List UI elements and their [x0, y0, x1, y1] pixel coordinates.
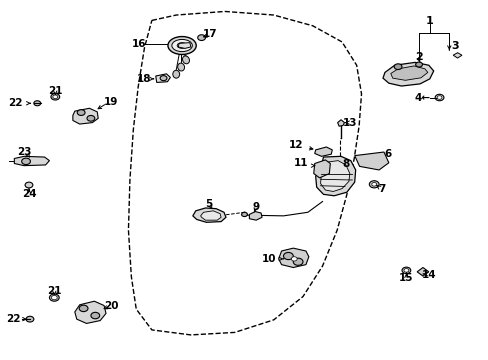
Text: 17: 17	[203, 29, 217, 39]
Polygon shape	[416, 267, 428, 276]
Text: 21: 21	[47, 286, 61, 296]
Polygon shape	[382, 62, 433, 86]
Circle shape	[53, 95, 58, 99]
Text: 3: 3	[450, 41, 458, 50]
Polygon shape	[313, 160, 330, 178]
Polygon shape	[320, 161, 349, 192]
Circle shape	[51, 296, 57, 300]
Text: 1: 1	[425, 16, 433, 26]
Ellipse shape	[182, 56, 189, 64]
Circle shape	[26, 316, 34, 322]
Ellipse shape	[177, 42, 186, 48]
Circle shape	[197, 35, 205, 41]
Polygon shape	[354, 152, 388, 170]
Text: 18: 18	[137, 74, 151, 84]
Circle shape	[403, 269, 408, 272]
Text: 9: 9	[252, 202, 259, 212]
Text: 22: 22	[8, 98, 22, 108]
Polygon shape	[14, 156, 49, 166]
Polygon shape	[278, 248, 308, 267]
Text: 2: 2	[414, 52, 422, 62]
Circle shape	[21, 158, 30, 165]
Text: 15: 15	[398, 273, 413, 283]
Polygon shape	[337, 120, 344, 126]
Text: 4←: 4←	[413, 93, 429, 103]
Text: 14: 14	[421, 270, 435, 280]
Circle shape	[77, 110, 85, 116]
Circle shape	[371, 183, 376, 186]
Polygon shape	[75, 301, 106, 323]
Circle shape	[293, 258, 303, 265]
Circle shape	[91, 312, 100, 319]
Circle shape	[34, 101, 41, 106]
Text: 12: 12	[288, 140, 303, 150]
Text: 23: 23	[17, 147, 31, 157]
Ellipse shape	[167, 37, 196, 54]
Text: 7: 7	[378, 184, 385, 194]
Circle shape	[241, 212, 247, 217]
Polygon shape	[156, 74, 170, 82]
Circle shape	[25, 182, 33, 188]
Polygon shape	[390, 66, 427, 80]
Polygon shape	[192, 208, 225, 222]
Text: 5: 5	[204, 199, 212, 209]
Circle shape	[87, 116, 95, 121]
Ellipse shape	[171, 40, 192, 51]
Polygon shape	[178, 42, 190, 48]
Ellipse shape	[172, 70, 179, 78]
Circle shape	[434, 94, 443, 101]
Circle shape	[415, 62, 422, 67]
Polygon shape	[315, 156, 355, 196]
Text: 8: 8	[342, 158, 349, 168]
Text: 6: 6	[384, 149, 391, 159]
Text: 10: 10	[262, 254, 276, 264]
Circle shape	[401, 267, 410, 274]
Circle shape	[51, 94, 60, 100]
Polygon shape	[249, 212, 262, 220]
Text: 21: 21	[48, 86, 62, 96]
Polygon shape	[200, 211, 221, 220]
Text: 16: 16	[132, 39, 146, 49]
Circle shape	[291, 257, 297, 261]
Text: 11: 11	[293, 158, 307, 168]
Text: 13: 13	[342, 118, 356, 128]
Polygon shape	[73, 108, 98, 124]
Circle shape	[79, 305, 88, 312]
Text: 24: 24	[21, 189, 36, 199]
Polygon shape	[452, 53, 461, 58]
Text: 20: 20	[104, 301, 119, 311]
Polygon shape	[314, 147, 331, 156]
Circle shape	[49, 294, 59, 301]
Text: 19: 19	[103, 97, 118, 107]
Circle shape	[393, 64, 401, 69]
Circle shape	[160, 76, 166, 81]
Circle shape	[368, 181, 378, 188]
Circle shape	[436, 96, 441, 99]
Text: 22: 22	[6, 314, 20, 324]
Circle shape	[283, 252, 293, 260]
Ellipse shape	[177, 63, 184, 71]
